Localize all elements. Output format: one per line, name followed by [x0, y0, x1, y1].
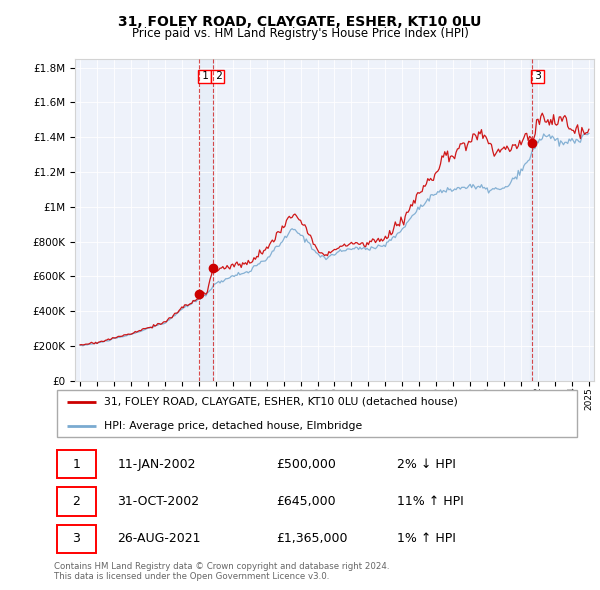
Text: 26-AUG-2021: 26-AUG-2021 — [118, 532, 201, 545]
Text: 11% ↑ HPI: 11% ↑ HPI — [397, 495, 464, 508]
FancyBboxPatch shape — [56, 390, 577, 437]
Text: £645,000: £645,000 — [276, 495, 335, 508]
Text: 3: 3 — [532, 71, 542, 81]
Bar — [530, 59, 538, 381]
Text: 11-JAN-2002: 11-JAN-2002 — [118, 458, 196, 471]
Text: Price paid vs. HM Land Registry's House Price Index (HPI): Price paid vs. HM Land Registry's House … — [131, 27, 469, 40]
Text: 31-OCT-2002: 31-OCT-2002 — [118, 495, 199, 508]
Text: 3: 3 — [73, 532, 80, 545]
Text: 2% ↓ HPI: 2% ↓ HPI — [397, 458, 456, 471]
Text: 1% ↑ HPI: 1% ↑ HPI — [397, 532, 456, 545]
Text: 2: 2 — [73, 495, 80, 508]
Text: HPI: Average price, detached house, Elmbridge: HPI: Average price, detached house, Elmb… — [104, 421, 362, 431]
Text: 31, FOLEY ROAD, CLAYGATE, ESHER, KT10 0LU: 31, FOLEY ROAD, CLAYGATE, ESHER, KT10 0L… — [118, 15, 482, 29]
Text: £500,000: £500,000 — [276, 458, 335, 471]
Text: £1,365,000: £1,365,000 — [276, 532, 347, 545]
Text: 31, FOLEY ROAD, CLAYGATE, ESHER, KT10 0LU (detached house): 31, FOLEY ROAD, CLAYGATE, ESHER, KT10 0L… — [104, 396, 458, 407]
Text: 2: 2 — [213, 71, 223, 81]
Text: 1: 1 — [73, 458, 80, 471]
FancyBboxPatch shape — [56, 487, 96, 516]
Text: 1: 1 — [199, 71, 209, 81]
Bar — [199, 59, 213, 381]
FancyBboxPatch shape — [56, 525, 96, 553]
Text: Contains HM Land Registry data © Crown copyright and database right 2024.
This d: Contains HM Land Registry data © Crown c… — [54, 562, 389, 581]
FancyBboxPatch shape — [56, 450, 96, 478]
